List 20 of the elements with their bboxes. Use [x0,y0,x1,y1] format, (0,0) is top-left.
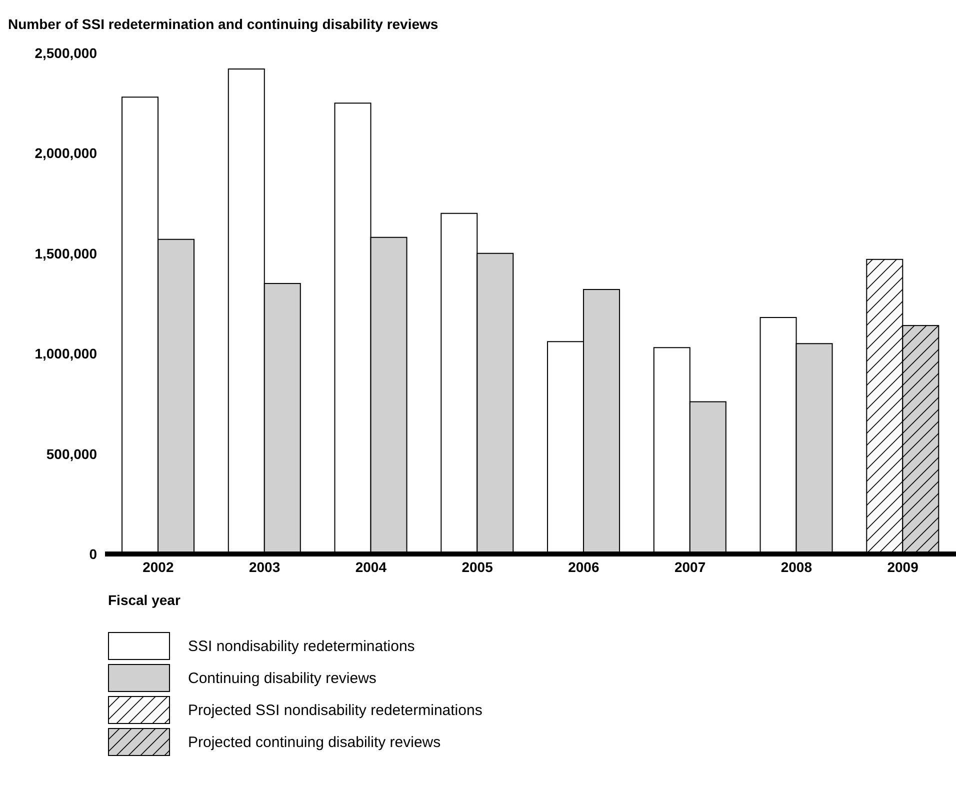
x-tick-label: 2003 [248,558,280,575]
x-tick-label: 2002 [142,558,174,575]
x-tick-label: 2005 [462,558,494,575]
legend-label: Projected SSI nondisability redeterminations [188,702,482,718]
legend-label: Continuing disability reviews [188,670,376,686]
x-tick-label: 2006 [568,558,600,575]
y-tick-label: 1,500,000 [34,245,98,262]
y-tick-label: 0 [89,546,98,562]
x-tick-label: 2004 [355,558,387,575]
y-tick-label: 2,000,000 [34,145,98,162]
x-tick-label: 2009 [887,558,919,575]
y-axis-title: Number of SSI redetermination and continuing disability reviews [8,16,438,32]
x-axis-title: Fiscal year [108,592,182,608]
x-tick-label: 2008 [780,558,812,575]
legend-label: SSI nondisability redeterminations [188,638,415,654]
x-tick-label: 2007 [674,558,706,575]
y-tick-label: 1,000,000 [34,346,98,362]
y-tick-label: 2,500,000 [34,44,98,61]
legend-label: Projected continuing disability reviews [188,734,441,750]
y-tick-label: 500,000 [46,446,98,462]
